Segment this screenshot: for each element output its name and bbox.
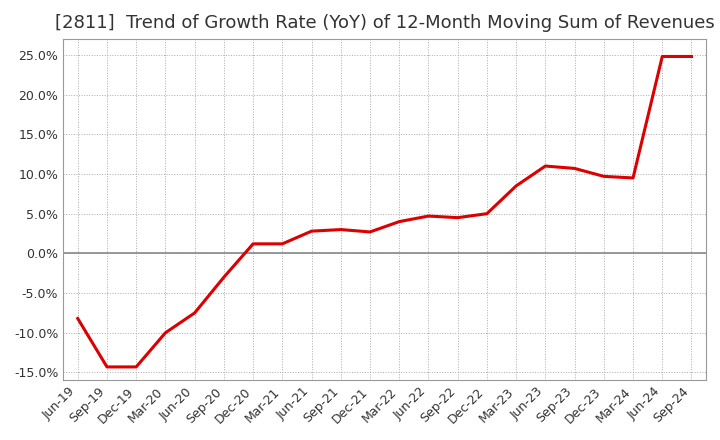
Title: [2811]  Trend of Growth Rate (YoY) of 12-Month Moving Sum of Revenues: [2811] Trend of Growth Rate (YoY) of 12-…: [55, 14, 714, 32]
